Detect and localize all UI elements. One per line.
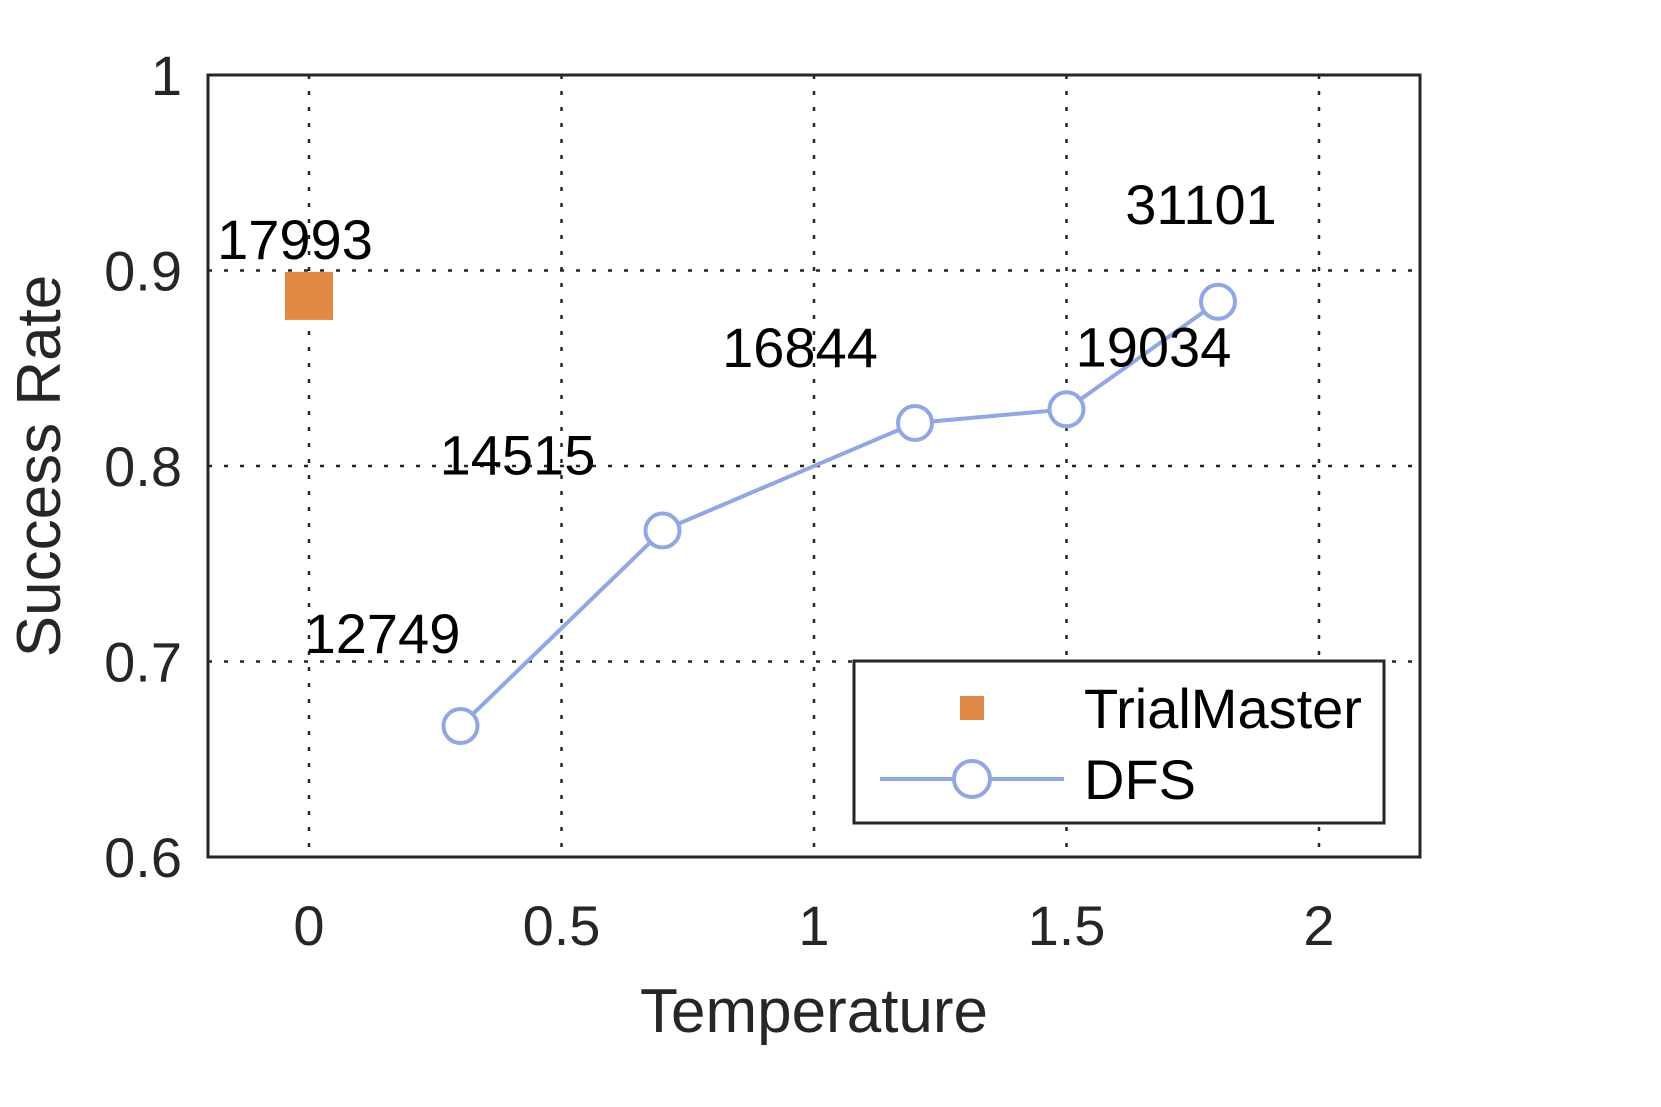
legend-label-trialmaster: TrialMaster (1084, 677, 1362, 740)
x-tick-label: 0 (293, 894, 324, 957)
data-label: 16844 (722, 316, 878, 379)
data-label: 19034 (1076, 315, 1232, 378)
data-point-dfs (1047, 390, 1086, 429)
x-tick-label: 1.5 (1028, 894, 1106, 957)
data-label: 31101 (1125, 173, 1277, 236)
legend-marker-trialmaster (960, 696, 984, 720)
data-point-dfs (896, 403, 934, 442)
y-tick-label: 0.7 (104, 631, 182, 694)
x-tick-label: 1 (798, 894, 829, 957)
data-point-trialmaster (285, 271, 333, 320)
data-label: 17993 (217, 208, 373, 271)
x-axis-title: Temperature (640, 977, 988, 1046)
y-axis-title: Success Rate (5, 275, 74, 658)
y-tick-label: 0.9 (104, 240, 182, 303)
y-tick-label: 0.8 (104, 435, 182, 498)
x-tick-label: 0.5 (523, 894, 601, 957)
y-tick-label: 1 (151, 44, 182, 107)
legend-label-dfs: DFS (1084, 748, 1196, 811)
series-layer (285, 271, 1237, 746)
x-axis-ticks: 0 0.5 1 1.5 2 (293, 894, 1334, 957)
data-label: 12749 (305, 602, 461, 665)
data-point-dfs (441, 707, 480, 746)
data-point-dfs (643, 511, 682, 550)
x-tick-label: 2 (1303, 894, 1334, 957)
data-labels-layer: 17993 12749 14515 16844 19034 31101 (217, 173, 1277, 665)
y-axis-ticks: 0.6 0.7 0.8 0.9 1 (104, 44, 182, 889)
legend: TrialMaster DFS (852, 659, 1386, 825)
data-label: 14515 (440, 424, 596, 487)
data-point-dfs (1199, 282, 1237, 321)
legend-box (852, 659, 1386, 825)
legend-marker-dfs (952, 759, 992, 799)
plot-frame (206, 73, 1422, 859)
y-tick-label: 0.6 (104, 826, 182, 889)
